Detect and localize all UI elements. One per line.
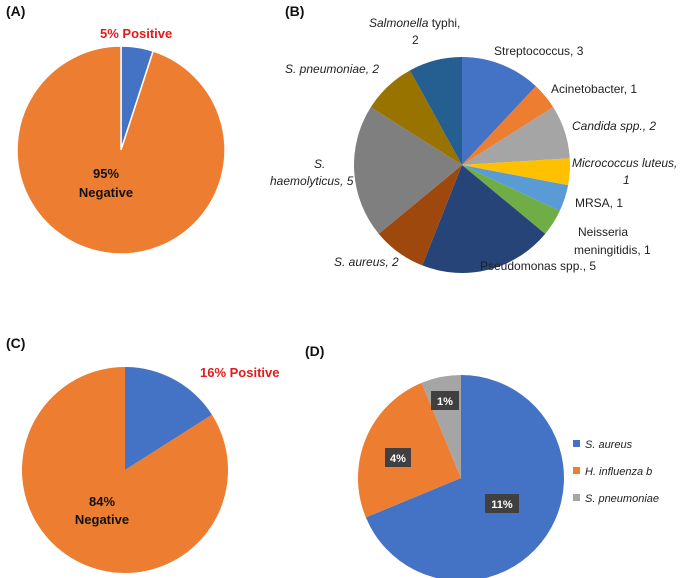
pie-b-label-s-aureus: S. aureus, 2	[334, 255, 399, 269]
pie-b-label-neisseria: Neisseria	[578, 225, 628, 239]
pie-b-slice-s-pneumoniae-2	[370, 70, 462, 165]
pie-b-slice-candida-spp-2	[462, 107, 570, 165]
pie-a-negative-pct: 95%	[93, 166, 119, 181]
pie-d-badge-s-pneumoniae-text: 1%	[437, 396, 453, 408]
panel-label-a: (A)	[6, 3, 25, 19]
pie-b-slice-acinetobacter-1	[462, 86, 554, 165]
pie-a-slice-negative	[16, 45, 226, 255]
legend-swatch-h-influenza	[573, 467, 580, 474]
pie-b-slice-mrsa-1	[462, 165, 569, 211]
pie-b-slice-salmonella-typhi-2	[409, 57, 462, 165]
pie-b-label-salmonella: Salmonella typhi,	[369, 16, 460, 30]
pie-b-slice-s-haemolyticus-5	[354, 107, 462, 234]
pie-b-label-pseudomonas: Pseudomonas spp., 5	[480, 259, 596, 273]
pie-chart-a	[16, 45, 226, 255]
pie-b-slice-micrococcus-luteus-1	[462, 158, 570, 186]
pie-chart-b	[354, 57, 570, 273]
pie-d-badge-s-aureus: 11%	[485, 494, 519, 513]
pie-d-badge-h-influenza-text: 4%	[390, 453, 406, 465]
pie-b-slice-streptococcus-3	[462, 57, 536, 165]
legend-label-s-pneumoniae: S. pneumoniae	[585, 493, 659, 505]
pie-d-badge-h-influenza: 4%	[385, 448, 411, 467]
pie-a-negative-word: Negative	[79, 185, 133, 200]
pie-c-negative-pct: 84%	[89, 494, 115, 509]
pie-d-slice-s-aureus	[365, 375, 564, 578]
panel-label-d: (D)	[305, 343, 324, 359]
legend-swatch-s-aureus	[573, 440, 580, 447]
legend-swatch-s-pneumoniae	[573, 494, 580, 501]
pie-b-label-s-haemolyticus: haemolyticus, 5	[270, 174, 354, 188]
pie-c-slice-negative	[22, 367, 228, 573]
pie-b-label-candida: Candida spp., 2	[572, 119, 656, 133]
pie-b-label-neisseria-species: meningitidis, 1	[574, 243, 651, 257]
pie-b-label-s-pneumoniae: S. pneumoniae, 2	[285, 62, 379, 76]
pie-b-slice-s-aureus-2	[378, 165, 462, 266]
pie-b-label-salmonella-genus: Salmonella	[369, 16, 429, 30]
pie-b-slice-neisseria-meningitidis-1	[462, 165, 560, 234]
pie-b-label-streptococcus: Streptococcus, 3	[494, 44, 584, 58]
pie-b-label-micrococcus-count: 1	[623, 173, 630, 187]
pie-chart-c	[22, 366, 228, 573]
pie-c-slice-positive	[125, 366, 212, 470]
legend-label-h-influenza: H. influenza b	[585, 466, 652, 478]
pie-b-label-salmonella-count: 2	[412, 33, 419, 47]
pie-d-badge-s-aureus-text: 11%	[491, 499, 513, 511]
pie-d-badge-s-pneumoniae: 1%	[431, 391, 459, 410]
pie-d-badge-h-influenza-box	[385, 448, 411, 467]
pie-b-label-mrsa: MRSA, 1	[575, 196, 623, 210]
pie-a-positive-label: 5% Positive	[100, 26, 172, 41]
pie-b-label-salmonella-species: typhi,	[428, 16, 460, 30]
pie-c-positive-label: 16% Positive	[200, 365, 280, 380]
pie-c-negative-word: Negative	[75, 512, 129, 527]
pie-d-legend: S. aureus H. influenza b S. pneumoniae	[573, 439, 659, 505]
pie-b-label-micrococcus: Micrococcus luteus,	[572, 156, 677, 170]
panel-label-b: (B)	[285, 3, 304, 19]
legend-label-s-aureus: S. aureus	[585, 439, 633, 451]
panel-label-c: (C)	[6, 335, 25, 351]
pie-b-label-s-haemolyticus-genus: S.	[314, 157, 325, 171]
pie-d-badge-s-aureus-box	[485, 494, 519, 513]
pie-chart-d	[358, 375, 564, 578]
pie-b-label-acinetobacter: Acinetobacter, 1	[551, 82, 637, 96]
pie-b-slice-pseudomonas-spp-5	[422, 165, 546, 273]
pie-d-badge-s-pneumoniae-box	[431, 391, 459, 410]
